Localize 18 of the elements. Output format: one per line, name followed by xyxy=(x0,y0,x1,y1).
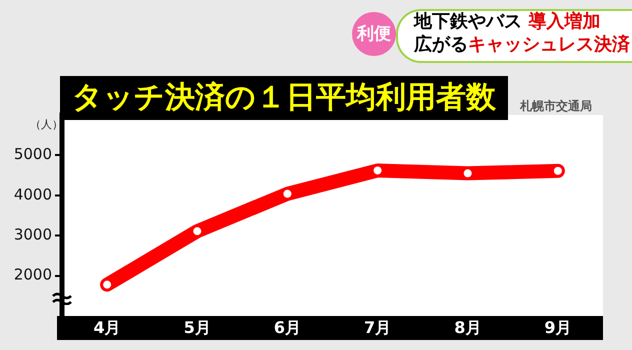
text: キャッシュレス決済 xyxy=(468,34,630,55)
y-axis-title: （人） xyxy=(30,117,63,132)
x-tick-label: 4月 xyxy=(94,318,121,337)
chart-title: タッチ決済の１日平均利用者数 xyxy=(72,80,496,115)
text: 札幌市交通局 xyxy=(520,98,592,115)
y-tick-label: 2000 xyxy=(14,266,52,284)
text: 広がる xyxy=(414,34,468,55)
text: 地下鉄やバス xyxy=(414,11,522,32)
x-tick-label: 6月 xyxy=(274,318,301,337)
text: 導入増加 xyxy=(528,11,600,32)
text: 利便 xyxy=(352,12,396,56)
x-tick-label: 9月 xyxy=(544,318,572,337)
x-tick-label: 7月 xyxy=(364,318,392,337)
x-tick-label: 5月 xyxy=(184,318,211,337)
x-tick-label: 8月 xyxy=(454,318,482,337)
y-tick-label: 3000 xyxy=(14,225,52,244)
y-tick-label: 4000 xyxy=(14,185,52,204)
y-tick-label: 5000 xyxy=(14,145,52,164)
